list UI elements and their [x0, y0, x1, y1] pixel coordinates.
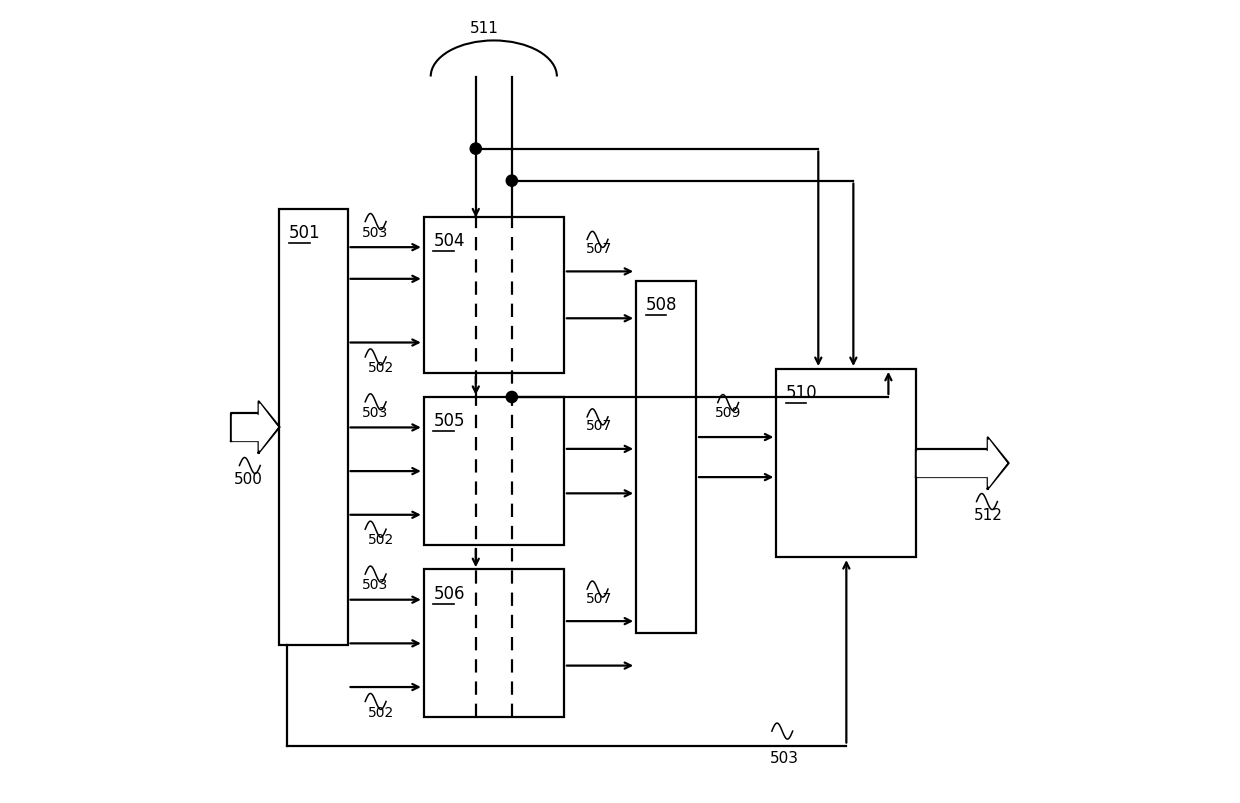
Circle shape	[470, 144, 481, 155]
Bar	[776, 369, 916, 557]
Text: 506: 506	[433, 584, 465, 602]
Text: 500: 500	[234, 471, 263, 487]
Bar	[636, 282, 696, 634]
Text: 502: 502	[367, 532, 394, 547]
Circle shape	[506, 176, 517, 187]
Circle shape	[506, 392, 517, 403]
Polygon shape	[988, 440, 1006, 487]
Text: 511: 511	[470, 22, 498, 36]
Bar	[424, 218, 564, 373]
Text: 503: 503	[362, 226, 388, 239]
Text: 503: 503	[362, 577, 388, 592]
Text: 510: 510	[786, 384, 817, 402]
Text: 501: 501	[289, 224, 321, 242]
Text: 502: 502	[367, 361, 394, 375]
Bar	[279, 210, 347, 646]
Text: 502: 502	[367, 705, 394, 719]
Text: 507: 507	[587, 419, 613, 433]
Text: 503: 503	[770, 749, 800, 764]
Bar	[424, 569, 564, 718]
Polygon shape	[918, 451, 987, 476]
Text: 512: 512	[975, 507, 1003, 523]
Text: 508: 508	[646, 296, 677, 314]
Text: 507: 507	[587, 242, 613, 255]
Text: 507: 507	[587, 591, 613, 605]
Text: 509: 509	[715, 406, 742, 419]
Bar	[424, 397, 564, 545]
Polygon shape	[232, 415, 258, 440]
Text: 503: 503	[362, 406, 388, 419]
Text: 504: 504	[433, 232, 465, 250]
Text: 505: 505	[433, 412, 465, 430]
Polygon shape	[259, 404, 277, 450]
